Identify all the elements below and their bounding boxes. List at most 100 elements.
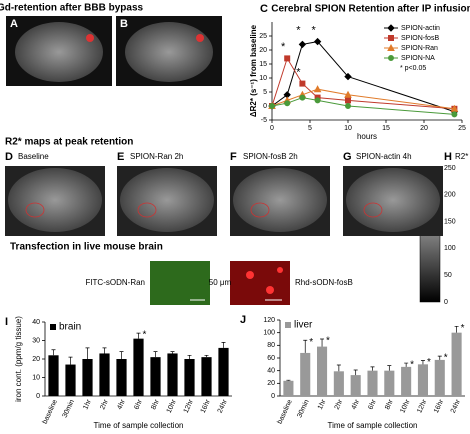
y-tick-label: 30 [32,337,40,344]
error-bar [286,379,291,381]
y-tick-label: 15 [259,61,267,68]
x-tick-label: 1hr [317,398,328,411]
x-tick-label: 30min [296,399,310,419]
point [299,94,306,101]
y-tick-label: 20 [259,47,267,54]
x-tick-label: 6hr [367,398,378,411]
y-tick-label: 80 [267,342,275,349]
bar [201,357,212,396]
point [345,97,351,104]
x-tick-label: 2hr [99,398,110,411]
bar [99,353,110,396]
error-bar [68,356,73,365]
bar [167,353,178,396]
annotation: * [309,337,313,348]
map-label: SPION-Ran 2h [130,152,183,161]
colorbar-tick-label: 50 [444,272,452,279]
map-label: SPION-actin 4h [356,152,412,161]
point [450,104,459,112]
y-tick-label: -5 [261,117,267,124]
bar [350,375,361,396]
annotation: * [410,360,414,371]
note: * p<0.05 [400,65,426,72]
bar [218,347,229,396]
panel-label: C [260,3,268,15]
point [344,90,352,98]
error-bar [102,347,107,354]
bar [401,366,412,396]
x-tick-label: 16hr [433,398,446,414]
x-tick-label: 16hr [200,398,213,414]
error-bar [204,354,209,358]
roi [137,202,157,218]
colorbar-tick-label: 200 [444,192,456,199]
brain-slice [233,168,327,232]
bar [283,380,294,396]
y-tick-label: 25 [259,33,267,40]
panel-label: E [117,151,124,163]
x-axis-label: hours [357,132,377,141]
x-axis-label: Time of sample collection [328,421,418,430]
y-tick-label: 0 [271,393,275,400]
x-tick-label: 0 [270,125,274,132]
error-bar [454,325,459,333]
bar [48,355,59,396]
error-bar [437,355,442,360]
legend-marker [388,35,394,41]
point [314,97,321,104]
error-bar [85,347,90,359]
legend-swatch [50,324,56,330]
bar [150,357,161,396]
colorbar-label: R2* scale [455,152,470,161]
bar [417,364,428,396]
y-tick-label: 0 [36,393,40,400]
bar [333,371,344,396]
legend-label: brain [59,322,81,333]
x-tick-label: 1hr [82,398,93,411]
y-tick-label: 100 [263,330,275,337]
panel-label: H [444,151,452,163]
annotation: * [427,357,431,368]
annotation: * [444,353,448,364]
y-tick-label: 120 [263,317,275,324]
legend-marker [388,55,394,61]
x-tick-label: 5 [308,125,312,132]
series-line [271,41,455,113]
bar [317,346,328,396]
legend-label: SPION-NA [401,55,435,62]
x-tick-label: baseline [277,399,294,426]
error-bar [221,342,226,348]
panel-label: J [240,314,246,326]
section-title: Gd-retention after BBB bypass [0,3,144,14]
bar [434,359,445,396]
brain-slice [346,168,440,232]
x-tick-label: 24hr [450,398,463,414]
x-tick-label: 12hr [416,398,429,414]
bar [65,364,76,396]
annotation: * [311,24,316,36]
x-tick-label: 2hr [334,398,345,411]
bar [367,370,378,396]
y-tick-label: 40 [267,368,275,375]
error-bar [136,332,141,339]
error-bar [187,354,192,359]
error-bar [387,365,392,371]
roi [25,202,45,218]
error-bar [119,351,124,359]
x-tick-label: 8hr [150,398,161,411]
colorbar-tick-label: 250 [444,165,456,172]
panel-label: D [5,151,13,163]
point [313,37,322,46]
point [451,111,458,118]
x-axis-label: Time of sample collection [94,421,184,430]
cell [246,271,254,279]
point [345,103,351,109]
brain-slice [120,168,214,232]
legend-label: SPION-actin [401,25,440,32]
x-tick-label: baseline [42,399,59,426]
bar [384,370,395,396]
point [299,80,306,87]
error-bar [303,339,308,353]
x-tick-label: 24hr [217,398,230,414]
